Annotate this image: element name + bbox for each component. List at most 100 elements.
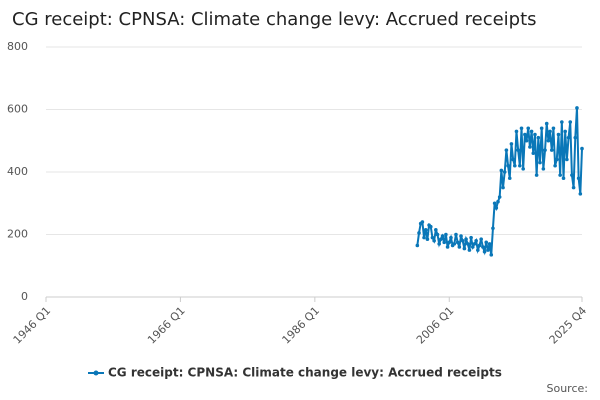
- data-point: [514, 129, 519, 134]
- x-tick-label: 1946 Q1: [11, 304, 54, 347]
- y-tick-label: 400: [7, 165, 28, 178]
- data-point: [578, 192, 583, 196]
- y-tick-label: 0: [21, 290, 28, 303]
- data-point: [509, 142, 514, 146]
- data-point: [420, 220, 425, 224]
- data-point: [482, 249, 487, 254]
- data-point: [556, 132, 561, 137]
- data-point: [548, 129, 552, 134]
- data-point: [487, 242, 492, 246]
- data-point: [549, 148, 554, 152]
- data-point: [462, 246, 467, 251]
- data-point: [445, 245, 450, 249]
- y-tick-label: 200: [7, 228, 28, 241]
- data-point: [543, 148, 547, 152]
- data-point: [571, 185, 576, 190]
- data-point: [573, 135, 578, 140]
- data-point: [506, 163, 510, 168]
- data-point: [460, 238, 465, 243]
- data-point: [575, 106, 579, 110]
- data-point: [467, 248, 472, 252]
- chart-title: CG receipt: CPNSA: Climate change levy: …: [12, 9, 537, 30]
- data-point: [447, 240, 452, 245]
- x-tick-label: 2006 Q1: [414, 304, 457, 347]
- data-point: [565, 157, 569, 162]
- legend-marker: [93, 370, 99, 376]
- data-point: [454, 232, 458, 237]
- y-tick-label: 800: [7, 40, 28, 53]
- data-point: [481, 245, 485, 249]
- data-point: [521, 167, 525, 171]
- data-point: [491, 226, 495, 231]
- data-point: [566, 135, 571, 140]
- data-point: [432, 238, 436, 243]
- data-point: [533, 132, 537, 137]
- x-tick-label: 1986 Q1: [280, 304, 323, 347]
- data-point: [422, 235, 426, 240]
- data-point: [457, 245, 462, 249]
- data-point: [580, 146, 584, 151]
- data-point: [476, 248, 480, 252]
- data-point: [502, 170, 507, 174]
- data-point: [512, 163, 517, 168]
- x-tick-label: 1966 Q1: [145, 304, 188, 347]
- data-point: [546, 138, 551, 143]
- data-point: [492, 201, 497, 206]
- data-point: [479, 237, 483, 241]
- data-point: [561, 176, 566, 181]
- data-point: [563, 129, 567, 134]
- data-point: [526, 126, 531, 131]
- legend-label: CG receipt: CPNSA: Climate change levy: …: [108, 366, 502, 380]
- data-point: [435, 232, 440, 237]
- data-point: [444, 232, 448, 237]
- data-point: [568, 120, 573, 124]
- data-point: [497, 195, 502, 199]
- data-point: [439, 237, 443, 241]
- data-point: [430, 235, 435, 240]
- data-point: [459, 234, 463, 238]
- data-point: [437, 242, 441, 246]
- data-point: [538, 160, 542, 165]
- data-point: [529, 129, 534, 134]
- x-tick-label: 2025 Q4: [547, 304, 590, 347]
- data-point: [415, 243, 420, 248]
- data-point: [501, 185, 505, 190]
- data-point: [465, 242, 470, 246]
- data-point: [440, 234, 445, 238]
- data-point: [417, 231, 421, 235]
- source: Source:: [547, 382, 589, 395]
- data-point: [539, 126, 544, 131]
- data-point: [489, 253, 494, 257]
- data-point: [544, 121, 549, 126]
- data-point: [576, 176, 581, 181]
- data-point: [472, 242, 477, 246]
- data-point: [494, 206, 499, 210]
- series-line: [416, 107, 583, 256]
- data-point: [570, 173, 574, 177]
- data-point: [541, 167, 546, 171]
- data-point: [523, 132, 527, 137]
- data-point: [470, 245, 475, 249]
- y-tick-label: 600: [7, 103, 28, 116]
- data-point: [464, 237, 468, 241]
- data-point: [560, 120, 564, 124]
- data-point: [442, 240, 447, 245]
- data-point: [425, 237, 430, 241]
- data-point: [428, 224, 433, 229]
- data-point: [452, 242, 457, 246]
- data-point: [553, 163, 557, 168]
- data-point: [524, 138, 529, 143]
- data-point: [496, 199, 500, 204]
- data-point: [486, 248, 490, 252]
- data-point: [455, 240, 460, 245]
- data-point: [519, 126, 524, 131]
- data-point: [499, 168, 504, 173]
- data-point: [449, 235, 453, 240]
- data-point: [484, 240, 489, 245]
- data-point: [551, 126, 556, 131]
- data-point: [528, 145, 532, 149]
- data-point: [536, 135, 541, 140]
- data-point: [516, 148, 520, 152]
